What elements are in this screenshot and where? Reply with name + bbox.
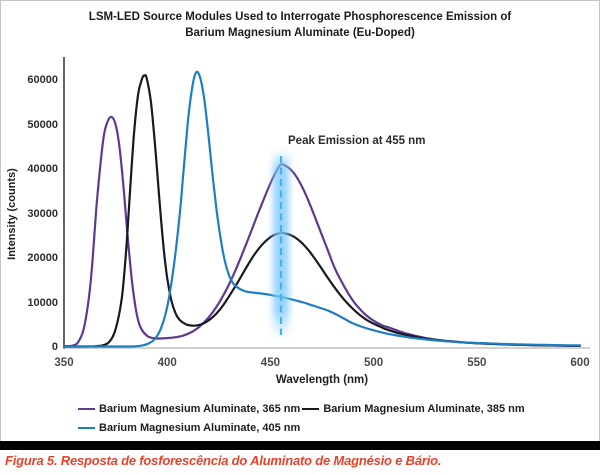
figure-border xyxy=(0,0,600,442)
chart-title: LSM-LED Source Modules Used to Interroga… xyxy=(20,9,580,41)
x-tick-600: 600 xyxy=(570,357,590,369)
x-tick-450: 450 xyxy=(260,357,280,369)
legend: Barium Magnesium Aluminate, 365 nm Bariu… xyxy=(78,403,578,434)
y-tick-10000: 10000 xyxy=(27,296,58,309)
legend-item-365nm: Barium Magnesium Aluminate, 365 nm xyxy=(78,403,300,415)
figure-bottom-black-bar xyxy=(0,441,600,450)
legend-item-405nm: Barium Magnesium Aluminate, 405 nm xyxy=(78,422,300,434)
x-axis-title: Wavelength (nm) xyxy=(275,374,369,386)
legend-line-swatch-365nm xyxy=(78,407,95,411)
y-tick-30000: 30000 xyxy=(27,207,58,220)
legend-item-385nm: Barium Magnesium Aluminate, 385 nm xyxy=(302,403,525,415)
legend-label-365nm: Barium Magnesium Aluminate, 365 nm xyxy=(99,403,301,415)
curve-385nm xyxy=(62,74,582,348)
y-tick-40000: 40000 xyxy=(27,163,58,175)
figure-caption: Figura 5. Resposta de fosforescência do … xyxy=(5,453,442,468)
legend-label-385nm: Barium Magnesium Aluminate, 385 nm xyxy=(323,403,525,415)
chart-title-line1: LSM-LED Source Modules Used to Interroga… xyxy=(88,11,512,23)
y-tick-60000: 60000 xyxy=(27,74,58,86)
x-tick-500: 500 xyxy=(364,357,384,369)
curve-365nm xyxy=(62,115,582,348)
x-tick-350: 350 xyxy=(54,357,74,369)
y-tick-20000: 20000 xyxy=(27,252,58,264)
chart-title-line2: Barium Magnesium Aluminate (Eu-Doped) xyxy=(185,27,415,39)
curve-405nm xyxy=(62,70,582,348)
legend-line-swatch-385nm xyxy=(302,407,320,411)
y-tick-0: 0 xyxy=(51,341,58,353)
curves-group xyxy=(62,70,582,348)
y-tick-50000: 50000 xyxy=(27,118,58,131)
legend-label-405nm: Barium Magnesium Aluminate, 405 nm xyxy=(99,422,301,434)
peak-emission-annotation: Peak Emission at 455 nm xyxy=(288,135,426,147)
x-tick-400: 400 xyxy=(157,357,177,369)
x-tick-550: 550 xyxy=(467,357,487,369)
legend-line-swatch-405nm xyxy=(78,426,95,430)
peak-455nm-glow xyxy=(273,150,289,338)
